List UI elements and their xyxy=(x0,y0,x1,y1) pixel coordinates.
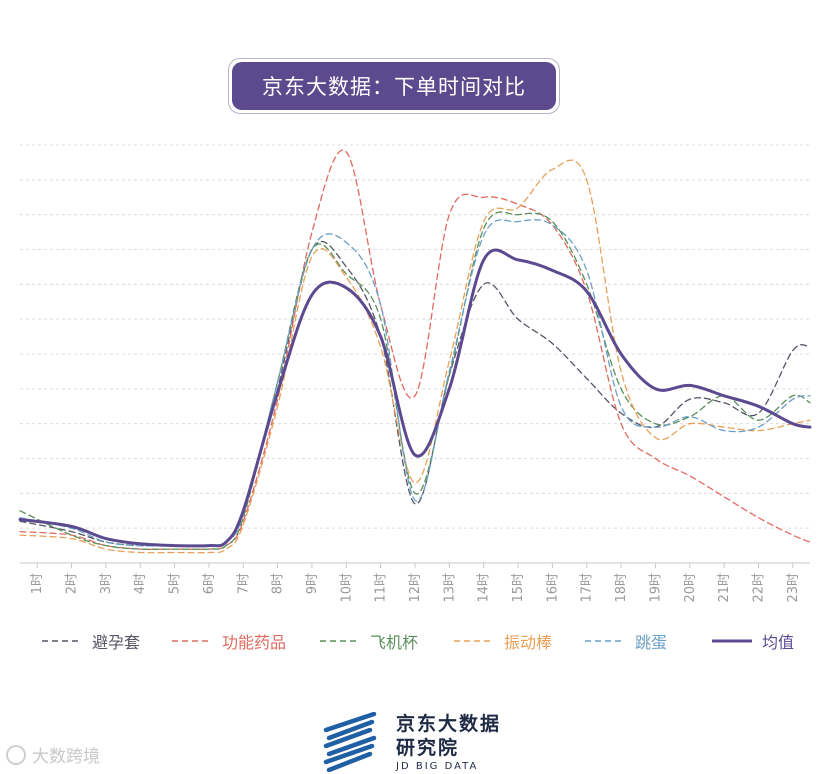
logo-stripe xyxy=(326,751,373,772)
legend-item: 跳蛋 xyxy=(585,627,667,655)
x-tick-label: 19时 xyxy=(648,573,663,603)
legend-swatch xyxy=(454,640,494,642)
x-tick-label: 7时 xyxy=(236,573,251,594)
x-tick-label: 17时 xyxy=(580,573,595,603)
watermark-icon xyxy=(6,744,26,765)
watermark-text: 大数跨境 xyxy=(32,747,100,767)
x-tick-label: 22时 xyxy=(751,573,766,603)
x-tick-label: 15时 xyxy=(511,573,526,603)
legend-swatch xyxy=(320,640,360,642)
legend-label: 均值 xyxy=(762,633,795,652)
x-tick-label: 10时 xyxy=(339,573,354,603)
brand-subtitle: 研究院 xyxy=(396,737,460,759)
legend-label: 飞机杯 xyxy=(370,633,419,652)
legend-item: 飞机杯 xyxy=(320,627,418,655)
x-tick-label: 5时 xyxy=(168,573,183,594)
chart-title: 京东大数据：下单时间对比 xyxy=(232,62,556,110)
x-tick-label: 1时 xyxy=(30,573,45,594)
legend-item: 振动棒 xyxy=(454,627,552,655)
x-tick-label: 4时 xyxy=(133,573,148,594)
legend-swatch xyxy=(712,639,752,643)
legend-label: 跳蛋 xyxy=(635,633,668,652)
brand-english: JD BIG DATA xyxy=(396,761,479,772)
legend-swatch xyxy=(42,640,82,642)
logo-stripe xyxy=(323,712,377,733)
x-tick-label: 23时 xyxy=(786,573,801,603)
x-tick-label: 16时 xyxy=(545,573,560,603)
x-tick-label: 14时 xyxy=(477,573,492,603)
legend-swatch xyxy=(172,640,212,642)
chart-legend: 避孕套 功能药品 飞机杯 振动棒 跳蛋 均值 xyxy=(0,627,829,655)
x-tick-label: 20时 xyxy=(683,573,698,603)
jd-logo-icon xyxy=(323,712,377,772)
x-tick-label: 18时 xyxy=(614,573,629,603)
x-tick-label: 8时 xyxy=(271,573,286,594)
legend-label: 功能药品 xyxy=(222,633,287,652)
legend-label: 振动棒 xyxy=(504,633,553,652)
legend-swatch xyxy=(585,640,625,642)
series-line-3 xyxy=(19,211,811,550)
watermark: 大数跨境 xyxy=(6,742,100,767)
logo-stripe xyxy=(323,727,373,749)
logo-stripe xyxy=(326,719,375,741)
legend-item: 功能药品 xyxy=(172,627,286,655)
title-frame xyxy=(228,58,560,114)
legend-item: 避孕套 xyxy=(42,627,140,655)
legend-item: 均值 xyxy=(712,627,794,655)
x-tick-label: 3时 xyxy=(99,573,114,594)
x-tick-label: 21时 xyxy=(717,573,732,603)
line-chart: 1时 2时 3时 4时 5时 6时 7时 8时 9时 10时 11时 12时 13时 14时 15时 16时 1… xyxy=(18,144,812,603)
x-tick-label: 12时 xyxy=(408,573,423,603)
x-tick-label: 11时 xyxy=(374,573,389,603)
logo-stripe xyxy=(326,735,377,757)
logo-stripe xyxy=(323,743,375,765)
legend-label: 避孕套 xyxy=(92,633,141,652)
brand-name: 京东大数据 xyxy=(396,713,502,735)
series-line-2 xyxy=(19,149,811,550)
brand-block: 京东大数据 研究院 JD BIG DATA xyxy=(396,712,501,774)
x-tick-label: 6时 xyxy=(202,573,217,594)
series-line-5 xyxy=(19,219,811,547)
x-tick-label: 2时 xyxy=(65,573,80,594)
series-line-6 xyxy=(18,248,812,548)
x-tick-label: 13时 xyxy=(442,573,457,603)
x-tick-label: 9时 xyxy=(305,573,320,594)
